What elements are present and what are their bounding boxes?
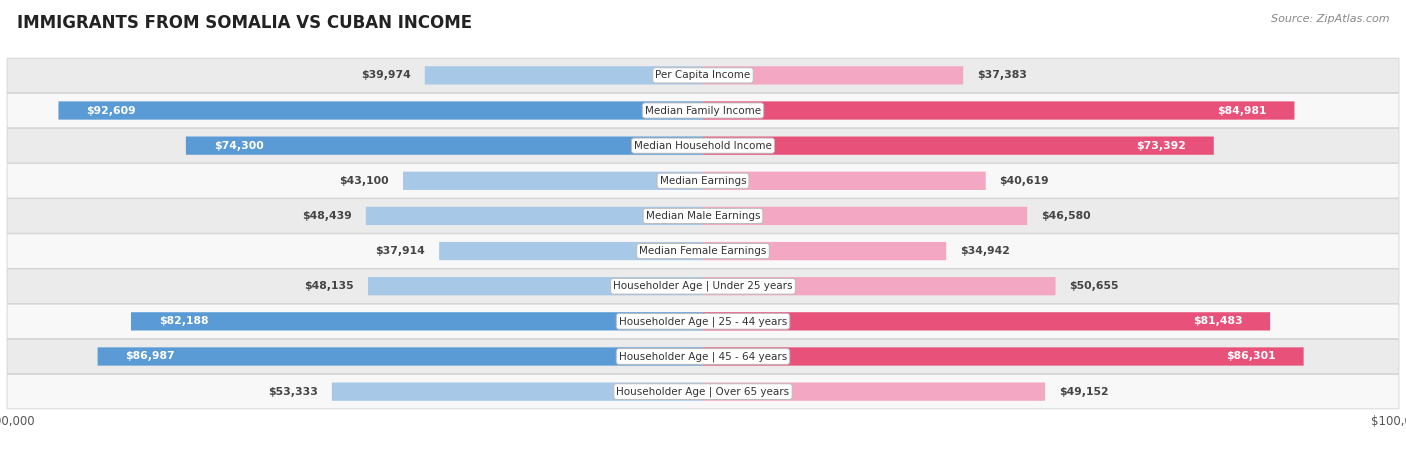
FancyBboxPatch shape <box>703 136 1213 155</box>
FancyBboxPatch shape <box>7 234 1399 268</box>
FancyBboxPatch shape <box>366 207 703 225</box>
FancyBboxPatch shape <box>703 207 1028 225</box>
Text: $49,152: $49,152 <box>1059 387 1108 396</box>
Text: $84,981: $84,981 <box>1218 106 1267 115</box>
Text: IMMIGRANTS FROM SOMALIA VS CUBAN INCOME: IMMIGRANTS FROM SOMALIA VS CUBAN INCOME <box>17 14 472 32</box>
FancyBboxPatch shape <box>186 136 703 155</box>
Text: Householder Age | 25 - 44 years: Householder Age | 25 - 44 years <box>619 316 787 326</box>
Text: $86,987: $86,987 <box>125 352 176 361</box>
Text: $50,655: $50,655 <box>1070 281 1119 291</box>
FancyBboxPatch shape <box>7 375 1399 409</box>
Text: Householder Age | Over 65 years: Householder Age | Over 65 years <box>616 386 790 397</box>
FancyBboxPatch shape <box>703 347 1303 366</box>
Text: Median Household Income: Median Household Income <box>634 141 772 151</box>
FancyBboxPatch shape <box>368 277 703 295</box>
Text: $34,942: $34,942 <box>960 246 1010 256</box>
FancyBboxPatch shape <box>97 347 703 366</box>
FancyBboxPatch shape <box>7 163 1399 198</box>
Text: $37,914: $37,914 <box>375 246 425 256</box>
Text: $48,135: $48,135 <box>305 281 354 291</box>
FancyBboxPatch shape <box>59 101 703 120</box>
Text: $46,580: $46,580 <box>1040 211 1091 221</box>
Text: $92,609: $92,609 <box>86 106 136 115</box>
Text: Median Female Earnings: Median Female Earnings <box>640 246 766 256</box>
Text: $81,483: $81,483 <box>1192 316 1243 326</box>
FancyBboxPatch shape <box>404 172 703 190</box>
Text: $86,301: $86,301 <box>1226 352 1275 361</box>
Text: $74,300: $74,300 <box>214 141 263 151</box>
FancyBboxPatch shape <box>7 58 1399 92</box>
Text: Source: ZipAtlas.com: Source: ZipAtlas.com <box>1271 14 1389 24</box>
FancyBboxPatch shape <box>703 312 1270 331</box>
FancyBboxPatch shape <box>7 339 1399 374</box>
Text: Householder Age | 45 - 64 years: Householder Age | 45 - 64 years <box>619 351 787 362</box>
Text: $48,439: $48,439 <box>302 211 352 221</box>
FancyBboxPatch shape <box>703 382 1045 401</box>
FancyBboxPatch shape <box>332 382 703 401</box>
FancyBboxPatch shape <box>703 172 986 190</box>
FancyBboxPatch shape <box>7 304 1399 339</box>
FancyBboxPatch shape <box>425 66 703 85</box>
FancyBboxPatch shape <box>703 277 1056 295</box>
FancyBboxPatch shape <box>703 66 963 85</box>
FancyBboxPatch shape <box>7 199 1399 233</box>
Text: $73,392: $73,392 <box>1136 141 1185 151</box>
Text: $39,974: $39,974 <box>361 71 411 80</box>
Text: Median Earnings: Median Earnings <box>659 176 747 186</box>
Text: $82,188: $82,188 <box>159 316 208 326</box>
FancyBboxPatch shape <box>703 101 1295 120</box>
FancyBboxPatch shape <box>7 128 1399 163</box>
FancyBboxPatch shape <box>439 242 703 260</box>
FancyBboxPatch shape <box>703 242 946 260</box>
FancyBboxPatch shape <box>7 93 1399 128</box>
Text: Per Capita Income: Per Capita Income <box>655 71 751 80</box>
FancyBboxPatch shape <box>131 312 703 331</box>
FancyBboxPatch shape <box>7 269 1399 304</box>
Text: Median Family Income: Median Family Income <box>645 106 761 115</box>
Text: $43,100: $43,100 <box>339 176 389 186</box>
Text: $40,619: $40,619 <box>1000 176 1049 186</box>
Text: $53,333: $53,333 <box>269 387 318 396</box>
Text: Median Male Earnings: Median Male Earnings <box>645 211 761 221</box>
Text: $37,383: $37,383 <box>977 71 1026 80</box>
Text: Householder Age | Under 25 years: Householder Age | Under 25 years <box>613 281 793 291</box>
